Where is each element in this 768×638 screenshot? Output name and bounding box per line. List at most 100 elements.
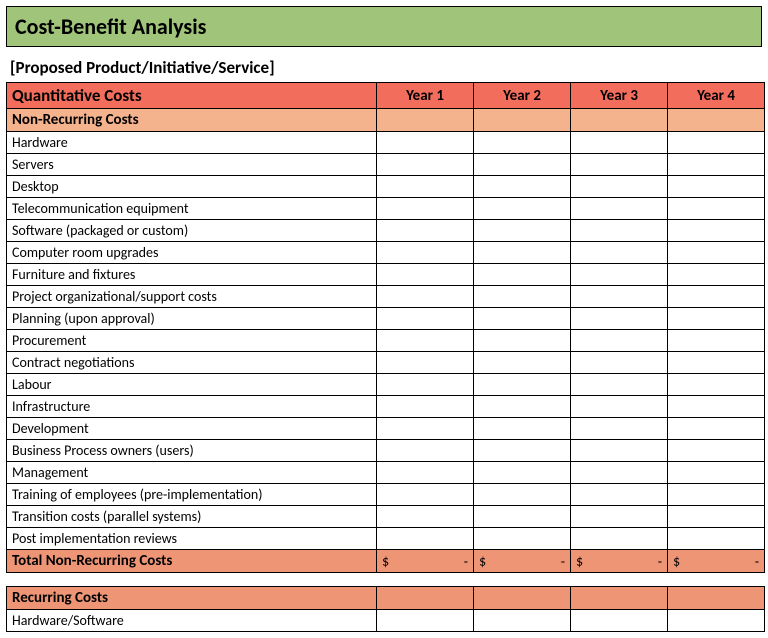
cell-input[interactable]: [474, 330, 571, 352]
table-row: Desktop: [7, 176, 765, 198]
cell-input[interactable]: [474, 308, 571, 330]
cell-input[interactable]: [474, 220, 571, 242]
cell-input[interactable]: [474, 484, 571, 506]
cell-input[interactable]: [571, 374, 668, 396]
cell-input[interactable]: [377, 330, 474, 352]
cell-input[interactable]: [474, 396, 571, 418]
document-subtitle: [Proposed Product/Initiative/Service]: [6, 47, 762, 82]
cell-input[interactable]: [571, 264, 668, 286]
cell-input[interactable]: [474, 198, 571, 220]
cell-input[interactable]: [377, 242, 474, 264]
cell-input[interactable]: [668, 506, 765, 528]
cell-input[interactable]: [474, 506, 571, 528]
cell-input[interactable]: [668, 462, 765, 484]
cell-input[interactable]: [377, 220, 474, 242]
cell-input[interactable]: [571, 286, 668, 308]
cell-input[interactable]: [474, 176, 571, 198]
total-year-3[interactable]: $-: [571, 550, 668, 573]
table-row: Post implementation reviews: [7, 528, 765, 550]
header-row: Quantitative Costs Year 1 Year 2 Year 3 …: [7, 83, 765, 109]
cell-input[interactable]: [571, 396, 668, 418]
cell-input[interactable]: [474, 264, 571, 286]
row-label: Software (packaged or custom): [7, 220, 377, 242]
table-row: Contract negotiations: [7, 352, 765, 374]
cell-input[interactable]: [474, 418, 571, 440]
cell-input[interactable]: [377, 528, 474, 550]
cell-input[interactable]: [474, 352, 571, 374]
cell-input[interactable]: [668, 352, 765, 374]
cell-input[interactable]: [377, 286, 474, 308]
cell-input[interactable]: [668, 154, 765, 176]
cell-input[interactable]: [377, 176, 474, 198]
cell-input[interactable]: [474, 132, 571, 154]
cell-input[interactable]: [571, 198, 668, 220]
cell-input[interactable]: [571, 440, 668, 462]
cell-input[interactable]: [571, 242, 668, 264]
cell-input[interactable]: [571, 220, 668, 242]
cell-input[interactable]: [377, 308, 474, 330]
cell-input[interactable]: [571, 132, 668, 154]
cell-input[interactable]: [668, 330, 765, 352]
cell-input[interactable]: [668, 374, 765, 396]
cell-input[interactable]: [668, 264, 765, 286]
cell-input[interactable]: [668, 286, 765, 308]
cell-input[interactable]: [377, 462, 474, 484]
cell-input[interactable]: [377, 154, 474, 176]
row-label: Contract negotiations: [7, 352, 377, 374]
total-year-1[interactable]: $-: [377, 550, 474, 573]
cell-input[interactable]: [377, 198, 474, 220]
cell-input[interactable]: [668, 220, 765, 242]
header-main: Quantitative Costs: [7, 83, 377, 109]
cell-input[interactable]: [474, 528, 571, 550]
cell-input[interactable]: [668, 484, 765, 506]
cell-input[interactable]: [668, 396, 765, 418]
cell-input[interactable]: [377, 440, 474, 462]
cell-input[interactable]: [668, 418, 765, 440]
row-label: Servers: [7, 154, 377, 176]
cell-input[interactable]: [668, 308, 765, 330]
cell-input[interactable]: [377, 132, 474, 154]
table-row: Project organizational/support costs: [7, 286, 765, 308]
cell-input[interactable]: [377, 264, 474, 286]
cell-input[interactable]: [571, 506, 668, 528]
section-title: Recurring Costs: [7, 587, 377, 610]
cell-input[interactable]: [668, 132, 765, 154]
cell-input[interactable]: [668, 440, 765, 462]
cell-input[interactable]: [668, 610, 765, 632]
cell-input[interactable]: [474, 242, 571, 264]
cell-input[interactable]: [668, 176, 765, 198]
cell-input[interactable]: [668, 198, 765, 220]
cell-input[interactable]: [474, 610, 571, 632]
cell-input[interactable]: [571, 352, 668, 374]
total-year-4[interactable]: $-: [668, 550, 765, 573]
cell-input[interactable]: [571, 462, 668, 484]
cell-input[interactable]: [377, 352, 474, 374]
cell-input[interactable]: [668, 242, 765, 264]
cell-input[interactable]: [571, 154, 668, 176]
table-row: Labour: [7, 374, 765, 396]
section-blank: [668, 109, 765, 132]
cell-input[interactable]: [377, 418, 474, 440]
total-year-2[interactable]: $-: [474, 550, 571, 573]
cell-input[interactable]: [571, 176, 668, 198]
cell-input[interactable]: [571, 418, 668, 440]
cell-input[interactable]: [474, 440, 571, 462]
cell-input[interactable]: [668, 528, 765, 550]
cell-input[interactable]: [377, 506, 474, 528]
cell-input[interactable]: [571, 484, 668, 506]
cell-input[interactable]: [377, 374, 474, 396]
cell-input[interactable]: [474, 154, 571, 176]
cell-input[interactable]: [474, 462, 571, 484]
cell-input[interactable]: [571, 330, 668, 352]
cell-input[interactable]: [571, 528, 668, 550]
cell-input[interactable]: [377, 396, 474, 418]
row-label: Training of employees (pre-implementatio…: [7, 484, 377, 506]
cell-input[interactable]: [377, 484, 474, 506]
cell-input[interactable]: [571, 308, 668, 330]
cell-input[interactable]: [377, 610, 474, 632]
row-label: Hardware: [7, 132, 377, 154]
cell-input[interactable]: [571, 610, 668, 632]
table-row: Hardware: [7, 132, 765, 154]
cell-input[interactable]: [474, 286, 571, 308]
cell-input[interactable]: [474, 374, 571, 396]
